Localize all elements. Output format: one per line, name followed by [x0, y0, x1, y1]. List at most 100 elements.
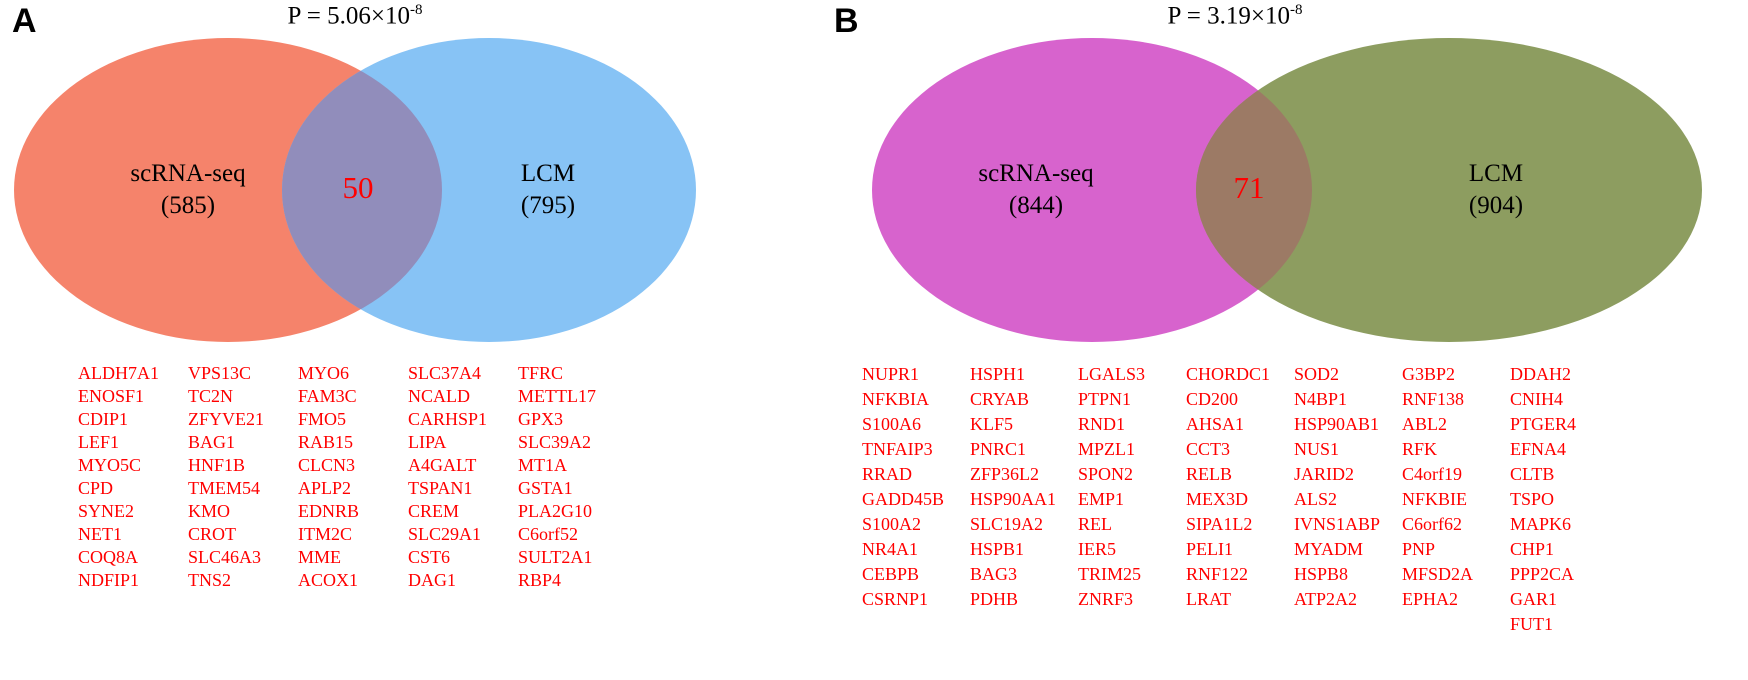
panel-a-p-value: P = 5.06×10-8 [0, 2, 710, 30]
gene-name: SLC39A2 [518, 432, 592, 452]
gene-name: MYO6 [298, 363, 350, 383]
set-name: scRNA-seq [130, 160, 246, 187]
gene-name: PPP2CA [1510, 564, 1575, 584]
gene-name: PLA2G10 [518, 501, 593, 521]
gene-name: BAG1 [188, 432, 236, 452]
gene-name: SLC29A1 [408, 524, 482, 544]
gene-name: C6orf52 [518, 524, 578, 544]
gene-name: TMEM54 [188, 478, 260, 498]
gene-name: SYNE2 [78, 501, 135, 521]
gene-column-5: SOD2 N4BP1 HSP90AB1 NUS1 JARID2 ALS2 IVNS1ABP M… [1294, 362, 1402, 637]
gene-name: CRYAB [970, 389, 1030, 409]
gene-name: RRAD [862, 464, 913, 484]
gene-name: PNP [1402, 539, 1436, 559]
overlap-count: 50 [342, 170, 374, 205]
set-name: LCM [520, 160, 576, 187]
gene-name: PTPN1 [1078, 389, 1132, 409]
gene-name: SIPA1L2 [1186, 514, 1253, 534]
gene-name: GSTA1 [518, 478, 573, 498]
gene-name: SLC37A4 [408, 363, 482, 383]
gene-name: TC2N [188, 386, 233, 406]
panel-b: B P = 3.19×10-8 scRNA-seq (844) 71 LCM (… [820, 0, 1748, 680]
p-value-base: P = 3.19×10 [1167, 2, 1290, 30]
gene-name: FAM3C [298, 386, 357, 406]
gene-name: METTL17 [518, 386, 596, 406]
gene-name: TSPO [1510, 489, 1555, 509]
gene-name: HSPB1 [970, 539, 1025, 559]
gene-name: RELB [1186, 464, 1233, 484]
gene-name: ATP2A2 [1294, 589, 1358, 609]
gene-name: TNS2 [188, 570, 232, 590]
gene-name: TFRC [518, 363, 564, 383]
gene-name: CCT3 [1186, 439, 1231, 459]
gene-name: MME [298, 547, 342, 567]
gene-name: HSP90AA1 [970, 489, 1057, 509]
set-count: (585) [160, 192, 216, 219]
gene-name: LGALS3 [1078, 364, 1145, 384]
gene-name: CEBPB [862, 564, 920, 584]
set-count: (904) [1468, 192, 1524, 219]
gene-name: LRAT [1186, 589, 1231, 609]
gene-name: RNF138 [1402, 389, 1465, 409]
gene-name: CNIH4 [1510, 389, 1563, 409]
gene-name: CSRNP1 [862, 589, 929, 609]
left-set-label: scRNA-seq (844) [926, 158, 1146, 222]
gene-column-7: DDAH2 CNIH4 PTGER4 EFNA4 CLTB TSPO MAPK6 CHP1 PP… [1510, 362, 1618, 637]
gene-column-3: MYO6 FAM3C FMO5 RAB15 CLCN3 APLP2 EDNRB ITM2C MM… [298, 362, 408, 592]
venn-diagram-a [14, 38, 696, 342]
gene-name: RNF122 [1186, 564, 1249, 584]
gene-name: EFNA4 [1510, 439, 1567, 459]
gene-name: ENOSF1 [78, 386, 145, 406]
gene-column-4: SLC37A4 NCALD CARHSP1 LIPA A4GALT TSPAN1 CREM S… [408, 362, 518, 592]
gene-name: DDAH2 [1510, 364, 1571, 384]
set-name: scRNA-seq [978, 160, 1094, 187]
gene-name: FUT1 [1510, 614, 1554, 634]
gene-name: A4GALT [408, 455, 477, 475]
gene-name: TNFAIP3 [862, 439, 933, 459]
venn-left-set [872, 38, 1312, 342]
gene-name: KMO [188, 501, 231, 521]
gene-name: GADD45B [862, 489, 945, 509]
gene-name: EDNRB [298, 501, 360, 521]
gene-name: CHP1 [1510, 539, 1555, 559]
gene-name: MFSD2A [1402, 564, 1474, 584]
gene-name: SPON2 [1078, 464, 1134, 484]
gene-name: RAB15 [298, 432, 354, 452]
gene-name: NCALD [408, 386, 470, 406]
gene-name: CPD [78, 478, 114, 498]
gene-column-2: VPS13C TC2N ZFYVE21 BAG1 HNF1B TMEM54 KMO CROT S… [188, 362, 298, 592]
gene-name: HSP90AB1 [1294, 414, 1380, 434]
gene-name: CDIP1 [78, 409, 129, 429]
venn-right-set [1196, 38, 1702, 342]
gene-name: SLC19A2 [970, 514, 1044, 534]
gene-name: RND1 [1078, 414, 1126, 434]
gene-name: PTGER4 [1510, 414, 1577, 434]
gene-name: MPZL1 [1078, 439, 1136, 459]
gene-name: IVNS1ABP [1294, 514, 1381, 534]
p-value-exponent: -8 [1289, 2, 1303, 18]
gene-name: ABL2 [1402, 414, 1447, 434]
gene-name: RBP4 [518, 570, 562, 590]
set-count: (844) [1008, 192, 1064, 219]
gene-name: PNRC1 [970, 439, 1027, 459]
gene-name: NFKBIA [862, 389, 930, 409]
venn-overlap-region [282, 38, 442, 342]
panel-a: A P = 5.06×10-8 scRNA-seq (585) 50 LCM (… [0, 0, 812, 680]
gene-name: LIPA [408, 432, 447, 452]
gene-name: NET1 [78, 524, 122, 544]
gene-name: S100A6 [862, 414, 922, 434]
gene-name: CROT [188, 524, 237, 544]
gene-name: MEX3D [1186, 489, 1248, 509]
gene-name: TSPAN1 [408, 478, 473, 498]
gene-column-6: G3BP2 RNF138 ABL2 RFK C4orf19 NFKBIE C6orf62 PN… [1402, 362, 1510, 637]
p-value-exponent: -8 [409, 2, 423, 18]
panel-a-letter: A [12, 2, 37, 40]
gene-name: ITM2C [298, 524, 352, 544]
gene-name: CARHSP1 [408, 409, 488, 429]
gene-name: BAG3 [970, 564, 1018, 584]
gene-name: N4BP1 [1294, 389, 1348, 409]
overlap-count: 71 [1233, 170, 1265, 205]
gene-name: CLTB [1510, 464, 1555, 484]
gene-column-1: ALDH7A1 ENOSF1 CDIP1 LEF1 MYO5C CPD SYNE2 NET1 C… [78, 362, 188, 592]
